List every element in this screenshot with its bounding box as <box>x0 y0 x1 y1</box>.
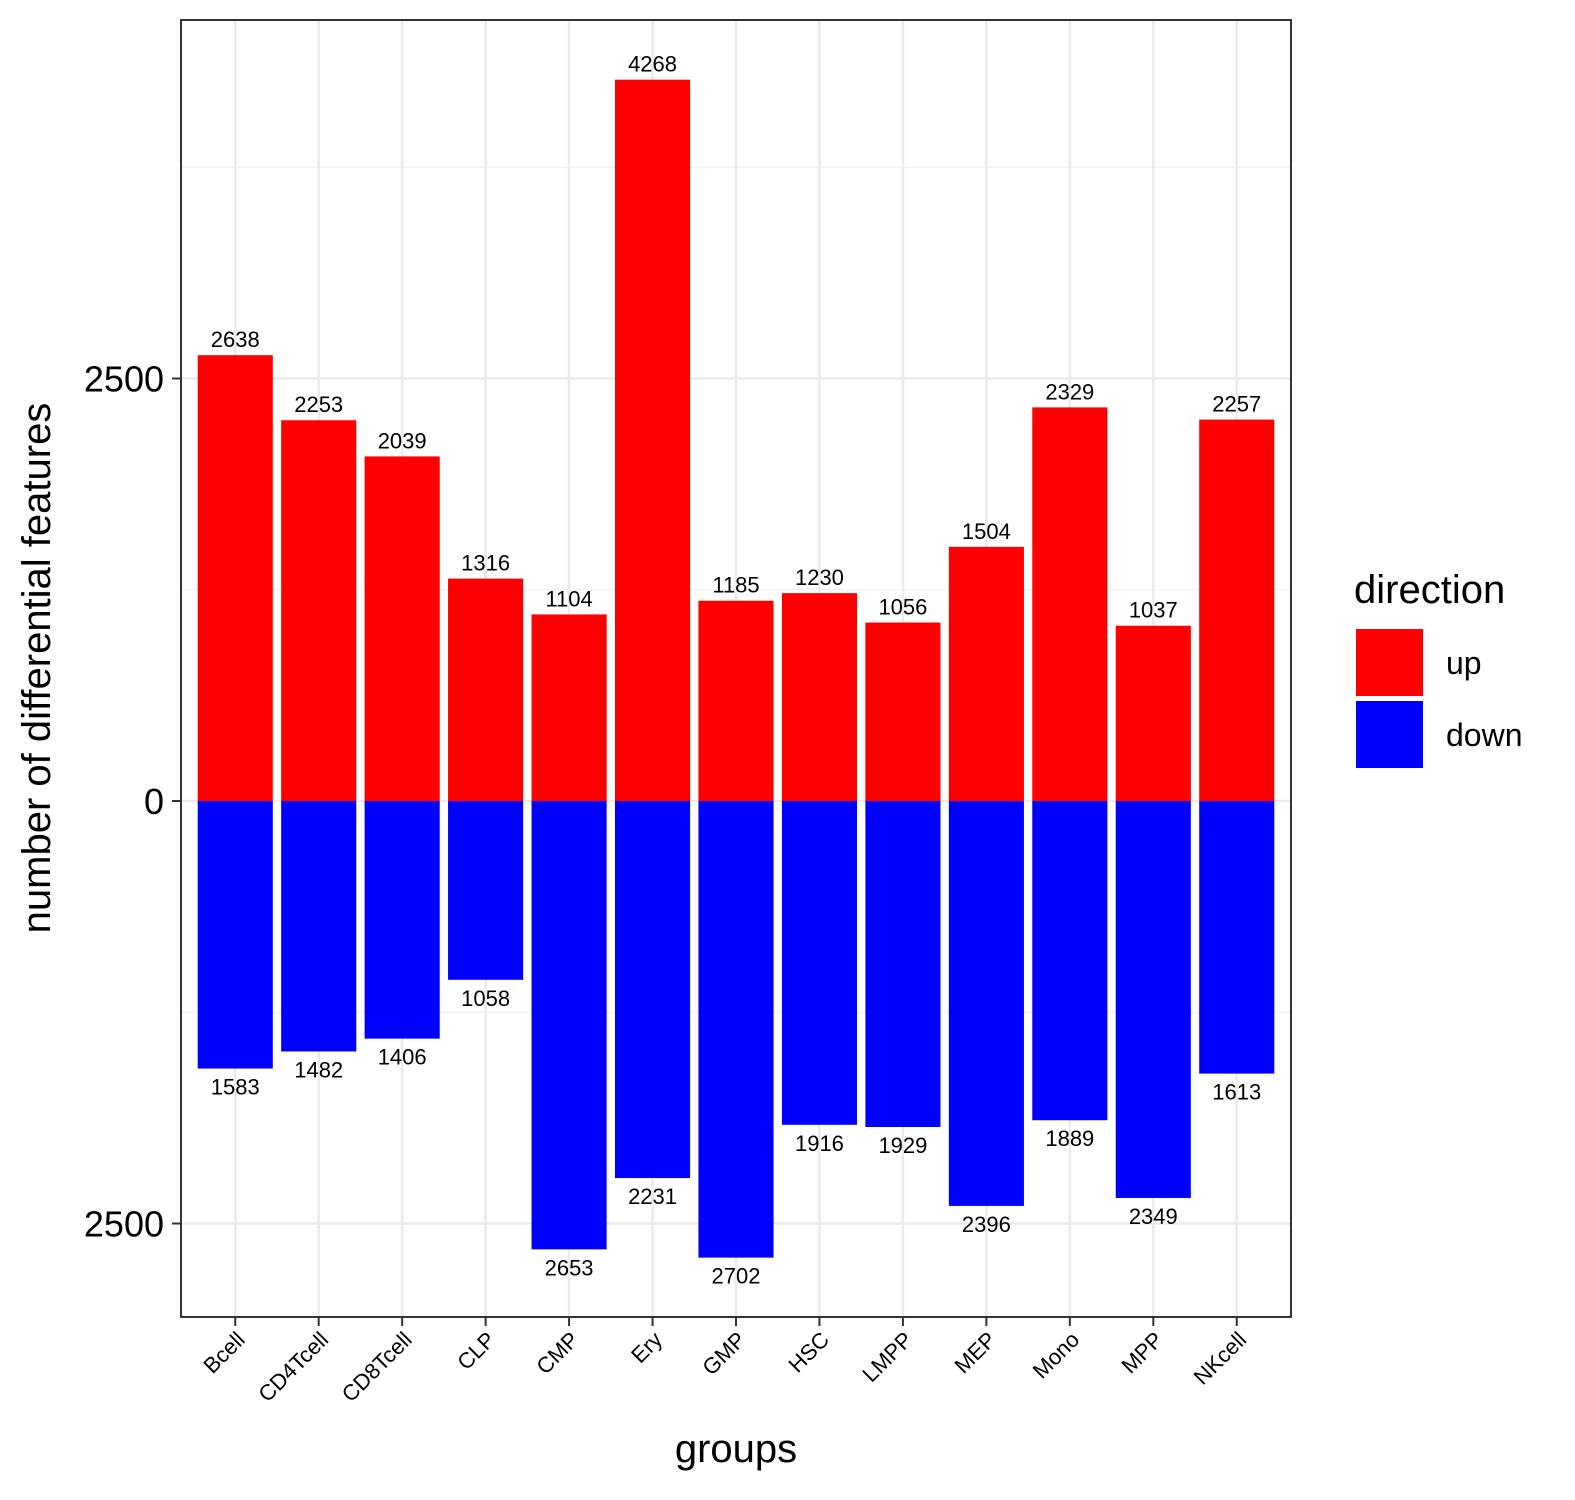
x-tick-label: Mono <box>1028 1327 1085 1384</box>
bar-label-up: 1316 <box>461 551 510 576</box>
x-tick-label: CMP <box>531 1327 583 1379</box>
y-axis-title: number of differential features <box>15 403 59 934</box>
bar-up <box>531 614 607 801</box>
legend: direction up down <box>1354 568 1523 768</box>
bar-label-up: 4268 <box>628 52 677 77</box>
bar-label-down: 1613 <box>1212 1080 1261 1105</box>
x-tick-label: LMPP <box>857 1327 917 1387</box>
bar-down <box>1032 801 1108 1121</box>
bars <box>197 79 1275 1258</box>
x-axis-title: groups <box>675 1427 797 1471</box>
bar-down <box>865 801 941 1128</box>
x-tick-label: MPP <box>1116 1327 1167 1378</box>
bar-down <box>364 801 440 1039</box>
legend-swatch-up <box>1356 629 1423 696</box>
x-tick-label: MEP <box>950 1327 1001 1378</box>
bar-up <box>781 593 858 801</box>
bar-label-down: 2653 <box>545 1255 594 1280</box>
bar-up <box>1115 625 1191 801</box>
bar-down <box>948 801 1024 1206</box>
x-tick-label: CD4Tcell <box>253 1327 333 1407</box>
bar-up <box>197 355 273 801</box>
x-tick-label: HSC <box>783 1327 834 1378</box>
bar-value-labels: 2638 2253 2039 1316 1104 4268 1185 1230 1056 1504… <box>211 52 1261 1289</box>
bar-label-down: 2396 <box>962 1212 1011 1237</box>
bar-label-down: 1482 <box>294 1057 343 1082</box>
bar-up <box>614 79 691 801</box>
bar-down <box>1199 801 1275 1074</box>
bar-label-up: 2329 <box>1045 379 1094 404</box>
bar-label-up: 1037 <box>1129 598 1178 623</box>
bar-up <box>448 578 524 801</box>
bar-down <box>614 801 691 1179</box>
x-tick-label: CD8Tcell <box>337 1327 417 1407</box>
bar-label-up: 1230 <box>795 565 844 590</box>
legend-label-down: down <box>1446 717 1523 753</box>
legend-title: direction <box>1354 568 1505 612</box>
bar-down <box>698 801 774 1258</box>
bar-down <box>197 801 273 1069</box>
bar-label-down: 1916 <box>795 1131 844 1156</box>
bar-up <box>1032 407 1108 801</box>
bar-down <box>1115 801 1191 1198</box>
bar-up <box>865 622 941 801</box>
bar-label-up: 2253 <box>294 392 343 417</box>
bar-label-up: 1185 <box>712 573 759 598</box>
bar-label-down: 2349 <box>1129 1204 1178 1229</box>
legend-label-up: up <box>1446 645 1482 681</box>
bar-label-down: 1406 <box>378 1045 427 1070</box>
bar-label-down: 1929 <box>878 1133 927 1158</box>
bar-up <box>281 420 357 801</box>
bar-label-down: 1058 <box>461 986 510 1011</box>
x-tick-label: CLP <box>452 1327 500 1375</box>
x-tick-label: Ery <box>626 1327 667 1368</box>
bar-label-up: 2638 <box>211 327 260 352</box>
bar-down <box>281 801 357 1052</box>
bar-label-up: 2257 <box>1212 392 1261 417</box>
bar-label-up: 1104 <box>545 586 592 611</box>
bar-label-up: 1504 <box>962 519 1011 544</box>
y-tick-label: 2500 <box>84 359 164 400</box>
bar-label-down: 2231 <box>628 1184 677 1209</box>
y-tick-label: 0 <box>144 781 164 822</box>
bar-label-down: 1889 <box>1045 1126 1094 1151</box>
bar-up <box>948 546 1024 801</box>
x-tick-label: Bcell <box>198 1327 249 1378</box>
bar-down <box>531 801 607 1250</box>
bar-up <box>1199 419 1275 801</box>
bar-down <box>781 801 858 1125</box>
y-tick-label: 2500 <box>84 1204 164 1245</box>
x-tick-label: NKcell <box>1189 1327 1252 1390</box>
bar-up <box>364 456 440 801</box>
bar-label-up: 1056 <box>878 595 927 620</box>
legend-swatch-down <box>1356 701 1423 768</box>
bar-label-up: 2039 <box>378 428 427 453</box>
bar-up <box>698 600 774 801</box>
bar-label-down: 1583 <box>211 1075 260 1100</box>
x-tick-label: GMP <box>697 1327 750 1380</box>
bar-down <box>448 801 524 980</box>
bar-label-down: 2702 <box>712 1264 761 1289</box>
